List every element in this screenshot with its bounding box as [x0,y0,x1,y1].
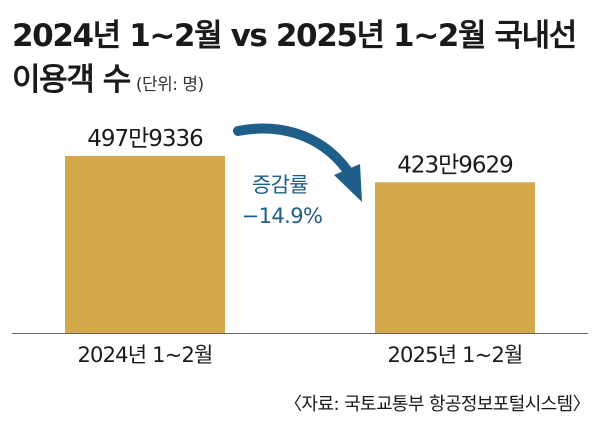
bars-layer: 497만9336 2024년 1~2월 423만9629 2025년 1~2월 [12,126,588,367]
change-arrow-shaft [233,123,352,175]
category-label-1: 2024년 1~2월 [77,343,212,367]
change-arrow-head [334,164,362,202]
source-note: 〈자료: 국토교통부 항공정보포털시스템〉 [284,394,590,415]
change-arrow [233,123,362,202]
unit-label: (단위: 명) [135,75,204,95]
data-label-1: 497만9336 [87,126,203,152]
chart-title-line-1: 2024년 1~2월 vs 2025년 1~2월 국내선 [12,18,577,54]
change-rate-value: −14.9% [242,204,323,228]
chart-title-line-2: 이용객 수 (단위: 명) [12,54,204,99]
chart-title-line-2-text: 이용객 수 [12,62,131,98]
bar-1 [65,156,225,333]
bar-2 [375,182,535,333]
change-rate-label: 증감률 [252,173,308,197]
data-label-2: 423만9629 [397,152,513,178]
category-label-2: 2025년 1~2월 [387,343,522,367]
